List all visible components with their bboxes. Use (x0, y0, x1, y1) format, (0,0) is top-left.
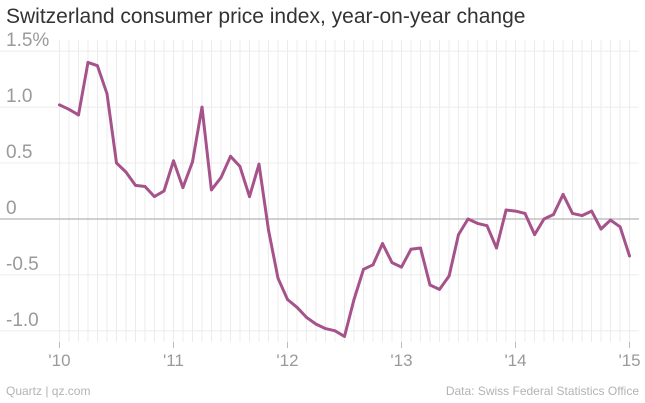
data-point (362, 267, 365, 271)
data-point (419, 246, 422, 250)
data-point (153, 195, 156, 198)
data-point (305, 315, 308, 319)
data-point (333, 329, 337, 333)
y-tick-label: 1.5% (6, 30, 49, 51)
data-point (438, 288, 441, 291)
data-point (324, 327, 327, 330)
data-point (181, 186, 185, 190)
y-tick-label: -0.5 (6, 254, 39, 275)
data-point (628, 254, 631, 258)
data-point (67, 107, 71, 111)
data-point (286, 298, 289, 301)
data-point (96, 64, 99, 68)
data-point (314, 322, 318, 326)
data-point (400, 265, 403, 269)
data-point (115, 161, 118, 165)
x-tick-label: '14 (504, 351, 526, 370)
data-point (343, 335, 346, 338)
x-tick-label: '10 (48, 351, 70, 370)
data-point (523, 211, 527, 215)
data-point (276, 276, 280, 280)
data-point (58, 103, 61, 107)
data-point (476, 222, 479, 225)
data-point (457, 233, 460, 237)
data-point (504, 208, 508, 212)
data-point (238, 164, 242, 168)
axes: 1.5% 1.0 0.5 0 -0.5 -1.0 '10 '11 '12 '13 '14 '15 (6, 30, 641, 370)
data-point (609, 218, 612, 222)
data-point (191, 160, 194, 164)
x-tick-label: '13 (390, 351, 412, 370)
data-point (77, 113, 80, 117)
data-point (134, 184, 137, 187)
data-point (200, 105, 204, 109)
data-point (447, 274, 451, 278)
data-point (381, 242, 384, 245)
data-point (86, 60, 90, 64)
data-point (352, 298, 356, 301)
footer-credit: Quartz | qz.com (6, 384, 91, 398)
data-point (466, 217, 470, 221)
footer-source: Data: Swiss Federal Statistics Office (445, 384, 639, 398)
data-point (219, 176, 223, 179)
data-point (428, 283, 432, 287)
data-point (580, 214, 584, 218)
data-point (371, 263, 375, 267)
data-point (542, 217, 546, 221)
data-point (533, 233, 536, 237)
data-point (248, 195, 251, 198)
data-point (599, 227, 603, 231)
data-point (485, 224, 489, 228)
data-point (561, 192, 565, 196)
data-point (590, 209, 593, 213)
series-layer (58, 60, 631, 338)
data-point (210, 188, 213, 192)
x-tick-label: '11 (163, 351, 184, 370)
x-tick-label: '12 (276, 351, 298, 370)
data-point (390, 261, 394, 264)
data-point (295, 305, 299, 309)
data-point (267, 228, 270, 232)
data-point (124, 170, 128, 174)
data-point (105, 92, 109, 96)
data-point (257, 162, 261, 166)
data-point (229, 154, 232, 158)
y-tick-label: 0 (6, 198, 17, 219)
data-point (162, 189, 166, 193)
data-point (143, 185, 147, 188)
data-point (409, 247, 413, 251)
data-point (571, 211, 574, 215)
x-tick-label: '15 (618, 351, 640, 370)
data-point (495, 246, 498, 250)
data-point (618, 225, 622, 229)
y-tick-label: 1.0 (6, 86, 32, 107)
y-tick-label: -1.0 (6, 310, 39, 331)
gridlines (0, 40, 639, 342)
data-point (514, 209, 517, 213)
y-tick-label: 0.5 (6, 142, 32, 163)
data-point (172, 159, 175, 163)
chart-title: Switzerland consumer price index, year-o… (6, 5, 526, 28)
data-point (552, 213, 555, 216)
